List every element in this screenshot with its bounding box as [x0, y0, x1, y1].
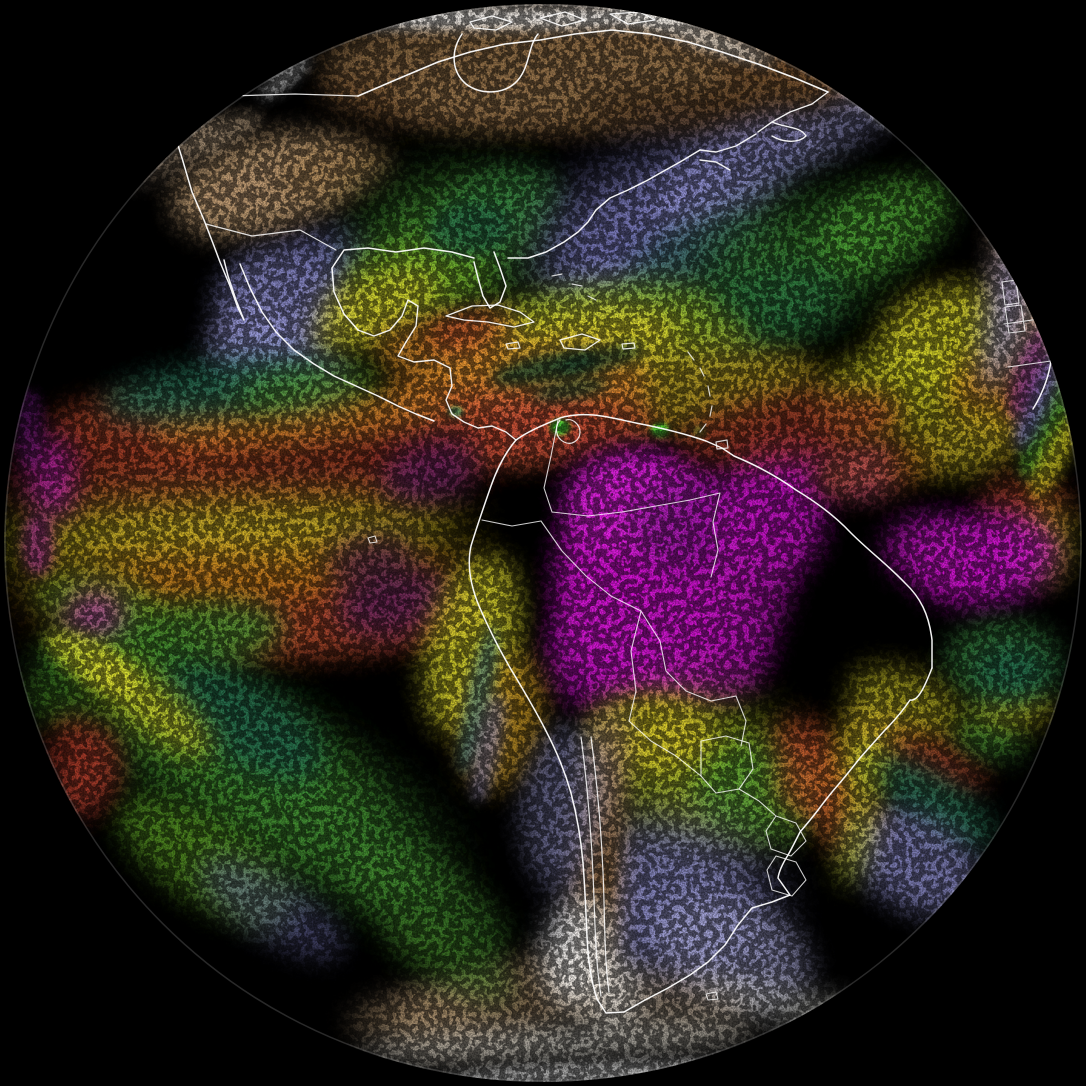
coastline-falkland-islands [705, 991, 719, 1001]
coastline-bahamas [551, 273, 597, 301]
data-blob [94, 1036, 142, 1060]
coastline-sa-borders-north [481, 419, 721, 612]
coastline-lake-maracaibo [555, 419, 581, 444]
coastline-labrador-newfoundland [699, 91, 829, 171]
coastline-arctic-coast [357, 29, 829, 97]
coastline-sa-north-coast [515, 413, 933, 669]
data-blob [1005, 101, 1055, 219]
coastline-uruguay-border [766, 855, 807, 897]
coastline-africa-borders [1001, 279, 1052, 368]
disk-limb-edge [4, 4, 1082, 1082]
coastline-us-east-coast [507, 149, 701, 259]
coastline-sa-east-coast [623, 667, 933, 1013]
coastline-hispaniola [559, 333, 601, 351]
coastline-sa-borders-south [628, 720, 807, 857]
coastline-puerto-rico [621, 342, 636, 350]
coastline-galapagos [367, 535, 378, 544]
coastline-cuba [445, 304, 535, 328]
coastline-sa-west-coast [468, 439, 625, 1014]
coastline-lesser-antilles [687, 351, 713, 433]
coastline-chile-argentina-border [580, 736, 610, 997]
coastline-paraguay-border [700, 735, 754, 794]
coastline-jamaica [505, 341, 521, 350]
coastline-arctic-islands [469, 11, 656, 31]
coastline-hudson-bay [453, 33, 539, 93]
coastline-central-america [397, 341, 517, 441]
coastline-sa-borders-bolivia [628, 610, 747, 747]
data-blob [896, 31, 964, 79]
coastline-trinidad [715, 439, 729, 450]
coastline-yucatan [357, 299, 419, 343]
coastline-us-mexico-border [205, 223, 337, 251]
coastline-gulf-coast-mexico [331, 247, 475, 331]
